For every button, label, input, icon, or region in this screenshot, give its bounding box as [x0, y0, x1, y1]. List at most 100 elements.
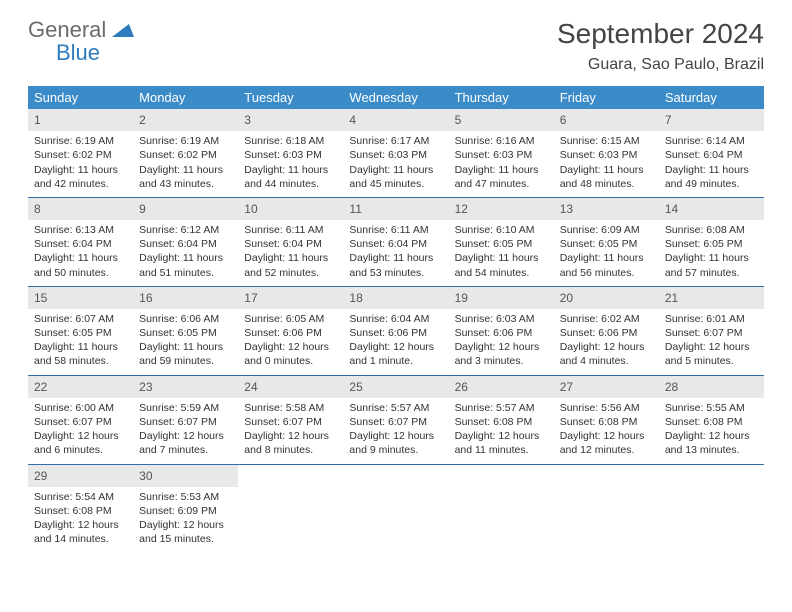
day-sr: Sunrise: 6:12 AM [139, 223, 232, 237]
day-d2: and 45 minutes. [349, 177, 442, 191]
day-d1: Daylight: 12 hours [244, 429, 337, 443]
day-number: 16 [133, 287, 238, 309]
day-sr: Sunrise: 6:00 AM [34, 401, 127, 415]
day-number: 19 [449, 287, 554, 309]
logo-word2: Blue [56, 40, 100, 65]
day-sr: Sunrise: 6:04 AM [349, 312, 442, 326]
day-ss: Sunset: 6:05 PM [139, 326, 232, 340]
day-sr: Sunrise: 6:17 AM [349, 134, 442, 148]
day-sr: Sunrise: 6:15 AM [560, 134, 653, 148]
day-number: 27 [554, 376, 659, 398]
day-d2: and 11 minutes. [455, 443, 548, 457]
day-number: 9 [133, 198, 238, 220]
day-number: 14 [659, 198, 764, 220]
day-number: 11 [343, 198, 448, 220]
day-d1: Daylight: 12 hours [244, 340, 337, 354]
logo-word1: General [28, 17, 106, 42]
calendar-week-row: 1 Sunrise: 6:19 AM Sunset: 6:02 PM Daylight… [28, 109, 764, 197]
day-d2: and 15 minutes. [139, 532, 232, 546]
day-sr: Sunrise: 6:16 AM [455, 134, 548, 148]
day-d2: and 4 minutes. [560, 354, 653, 368]
calendar-day-cell: 4Sunrise: 6:17 AMSunset: 6:03 PMDaylight… [343, 109, 448, 197]
day-number: 17 [238, 287, 343, 309]
day-d1: Daylight: 11 hours [560, 251, 653, 265]
day-d1: Daylight: 12 hours [349, 429, 442, 443]
day-ss: Sunset: 6:07 PM [34, 415, 127, 429]
day-d1: Daylight: 12 hours [455, 340, 548, 354]
day-sr: Sunrise: 5:54 AM [34, 490, 127, 504]
day-d1: Daylight: 12 hours [560, 340, 653, 354]
day-ss: Sunset: 6:04 PM [139, 237, 232, 251]
day-d1: Daylight: 11 hours [34, 251, 127, 265]
day-d2: and 7 minutes. [139, 443, 232, 457]
day-ss: Sunset: 6:02 PM [139, 148, 232, 162]
day-number: 21 [659, 287, 764, 309]
calendar-day-cell: 30Sunrise: 5:53 AMSunset: 6:09 PMDayligh… [133, 464, 238, 552]
day-d1: Daylight: 12 hours [560, 429, 653, 443]
day-d1: Daylight: 12 hours [665, 429, 758, 443]
day-number: 23 [133, 376, 238, 398]
day-sr: Sunrise: 6:02 AM [560, 312, 653, 326]
day-sr: Sunrise: 6:05 AM [244, 312, 337, 326]
day-d1: Daylight: 11 hours [139, 340, 232, 354]
day-d1: Daylight: 12 hours [34, 429, 127, 443]
weekday-header: Tuesday [238, 86, 343, 109]
day-d1: Daylight: 11 hours [34, 340, 127, 354]
calendar-day-cell [659, 464, 764, 552]
calendar-day-cell: 2Sunrise: 6:19 AMSunset: 6:02 PMDaylight… [133, 109, 238, 197]
day-ss: Sunset: 6:08 PM [34, 504, 127, 518]
day-d2: and 47 minutes. [455, 177, 548, 191]
day-d1: Daylight: 12 hours [34, 518, 127, 532]
day-sr: Sunrise: 6:07 AM [34, 312, 127, 326]
day-d2: and 44 minutes. [244, 177, 337, 191]
day-sr: Sunrise: 6:06 AM [139, 312, 232, 326]
header: General Blue September 2024 Guara, Sao P… [28, 18, 764, 74]
day-number: 6 [554, 109, 659, 131]
day-d1: Daylight: 11 hours [139, 251, 232, 265]
calendar-day-cell: 7Sunrise: 6:14 AMSunset: 6:04 PMDaylight… [659, 109, 764, 197]
calendar-day-cell: 18Sunrise: 6:04 AMSunset: 6:06 PMDayligh… [343, 286, 448, 375]
day-sr: Sunrise: 5:57 AM [455, 401, 548, 415]
day-ss: Sunset: 6:08 PM [560, 415, 653, 429]
day-d1: Daylight: 12 hours [139, 429, 232, 443]
calendar-day-cell [449, 464, 554, 552]
day-number: 3 [238, 109, 343, 131]
day-d2: and 12 minutes. [560, 443, 653, 457]
day-ss: Sunset: 6:04 PM [665, 148, 758, 162]
day-sr: Sunrise: 5:53 AM [139, 490, 232, 504]
day-number: 1 [28, 109, 133, 131]
day-d1: Daylight: 11 hours [455, 163, 548, 177]
day-ss: Sunset: 6:05 PM [560, 237, 653, 251]
day-d2: and 48 minutes. [560, 177, 653, 191]
calendar-day-cell: 19Sunrise: 6:03 AMSunset: 6:06 PMDayligh… [449, 286, 554, 375]
day-d1: Daylight: 11 hours [34, 163, 127, 177]
day-d2: and 14 minutes. [34, 532, 127, 546]
day-d2: and 54 minutes. [455, 266, 548, 280]
day-number: 22 [28, 376, 133, 398]
day-sr: Sunrise: 6:03 AM [455, 312, 548, 326]
day-ss: Sunset: 6:03 PM [560, 148, 653, 162]
day-d1: Daylight: 12 hours [349, 340, 442, 354]
day-d2: and 49 minutes. [665, 177, 758, 191]
calendar-day-cell: 28Sunrise: 5:55 AMSunset: 6:08 PMDayligh… [659, 375, 764, 464]
day-sr: Sunrise: 6:09 AM [560, 223, 653, 237]
day-sr: Sunrise: 6:11 AM [244, 223, 337, 237]
day-sr: Sunrise: 5:59 AM [139, 401, 232, 415]
day-d1: Daylight: 11 hours [349, 163, 442, 177]
day-number: 30 [133, 465, 238, 487]
calendar-day-cell [554, 464, 659, 552]
calendar-table: Sunday Monday Tuesday Wednesday Thursday… [28, 86, 764, 552]
calendar-day-cell: 20Sunrise: 6:02 AMSunset: 6:06 PMDayligh… [554, 286, 659, 375]
day-number: 26 [449, 376, 554, 398]
day-d2: and 0 minutes. [244, 354, 337, 368]
day-d2: and 13 minutes. [665, 443, 758, 457]
calendar-day-cell: 17Sunrise: 6:05 AMSunset: 6:06 PMDayligh… [238, 286, 343, 375]
day-ss: Sunset: 6:07 PM [349, 415, 442, 429]
day-d1: Daylight: 11 hours [244, 163, 337, 177]
day-ss: Sunset: 6:03 PM [349, 148, 442, 162]
day-sr: Sunrise: 6:19 AM [34, 134, 127, 148]
day-d2: and 56 minutes. [560, 266, 653, 280]
day-number: 12 [449, 198, 554, 220]
calendar-day-cell: 16 Sunrise: 6:06 AMSunset: 6:05 PMDayligh… [133, 286, 238, 375]
day-d1: Daylight: 11 hours [560, 163, 653, 177]
